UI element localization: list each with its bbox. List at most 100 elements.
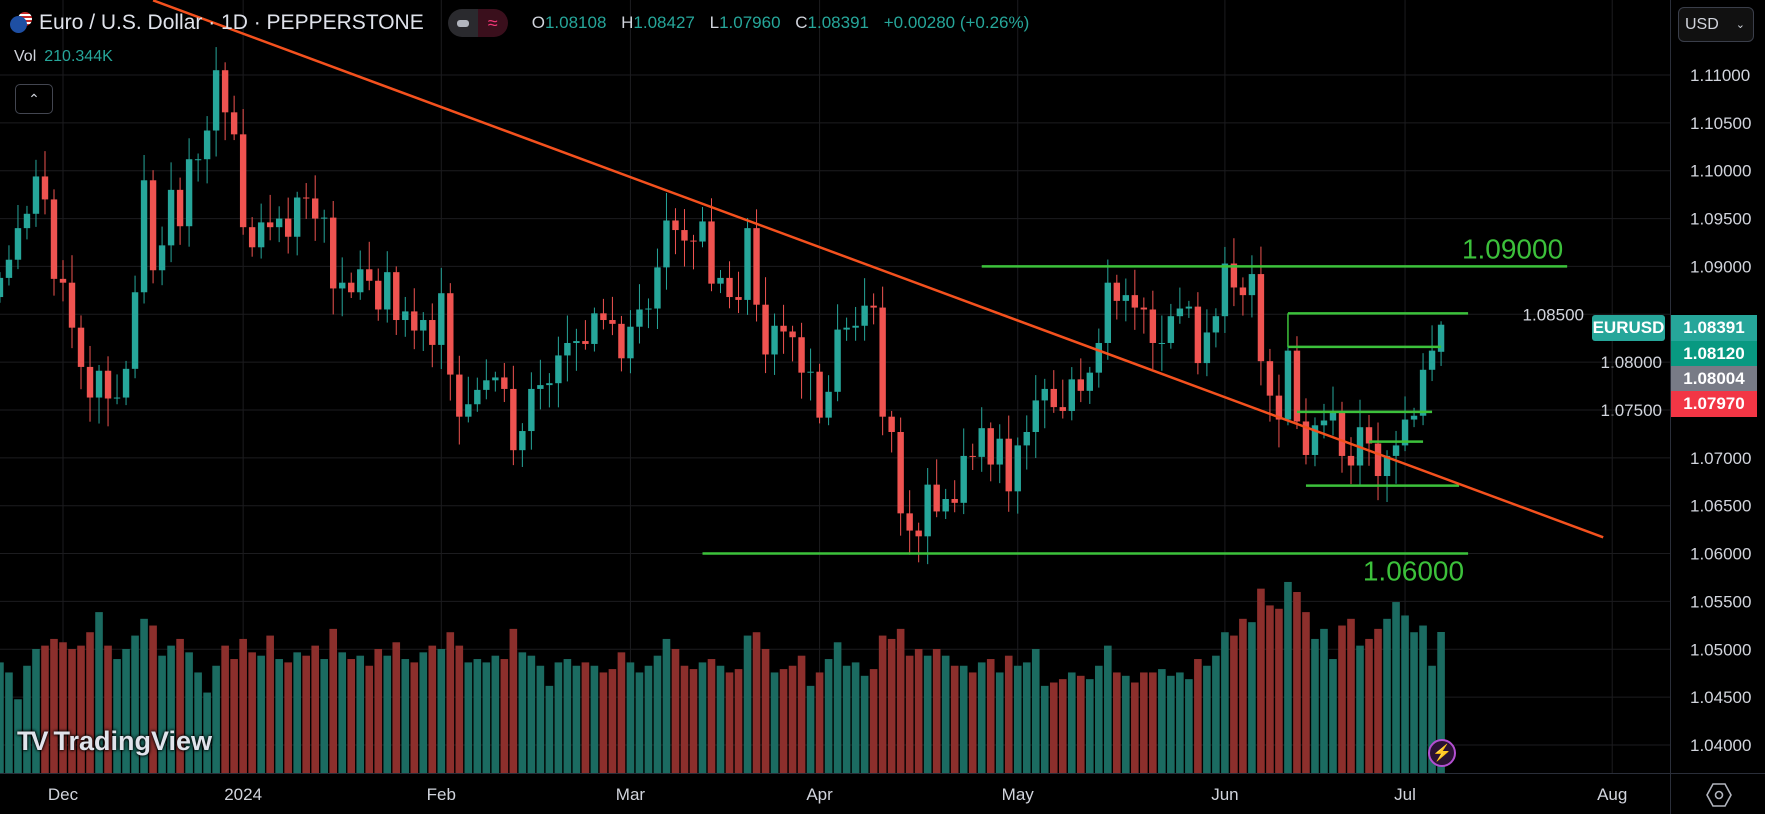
candle-body: [302, 197, 310, 199]
candle-body: [1140, 307, 1148, 310]
volume-bar: [626, 662, 635, 773]
candle-body: [1023, 431, 1030, 446]
tradingview-logo[interactable]: TV TradingView: [17, 726, 212, 757]
chart-settings-icon[interactable]: [1706, 782, 1732, 808]
candle-body: [1401, 419, 1409, 446]
candle-body: [654, 267, 661, 309]
volume-bar: [1167, 675, 1175, 773]
candle-body: [104, 370, 112, 399]
volume-bar: [221, 645, 229, 773]
candle-body: [1194, 306, 1202, 364]
volume-bar: [14, 699, 22, 773]
candle-body: [438, 293, 445, 345]
candle-body: [1338, 411, 1346, 456]
candle-body: [348, 282, 355, 293]
y-tick-label: 1.04000: [1690, 736, 1751, 755]
volume-bar: [464, 662, 473, 773]
candle-body: [149, 180, 157, 271]
candle-body: [1257, 274, 1265, 362]
volume-bar: [860, 675, 869, 773]
volume-bar: [599, 672, 608, 773]
volume-bar: [1076, 675, 1085, 773]
volume-bar: [851, 662, 860, 773]
candle-body: [1221, 263, 1229, 317]
y-tick-label: 1.06000: [1690, 545, 1751, 564]
candle-body: [1167, 316, 1175, 343]
volume-bar: [1194, 659, 1202, 773]
candle-body: [1437, 324, 1445, 352]
candle-body: [789, 331, 796, 338]
candle-body: [726, 277, 733, 298]
candle-body: [411, 311, 418, 331]
volume-bar: [806, 685, 815, 773]
volume-bar: [617, 652, 626, 773]
volume-bar: [734, 669, 743, 773]
symbol-title[interactable]: Euro / U.S. Dollar · 1D · PEPPERSTONE: [39, 11, 424, 34]
currency-dropdown[interactable]: USD ⌄: [1678, 7, 1754, 42]
volume-bar: [1293, 592, 1301, 773]
candle-body: [420, 320, 427, 331]
candle-body: [888, 416, 895, 432]
candle-body: [816, 371, 823, 418]
eur-usd-flag-icon: [10, 12, 32, 34]
level-label: 1.06000: [1363, 556, 1464, 587]
level-label: 1.09000: [1462, 233, 1563, 264]
candle-body: [23, 213, 31, 229]
candle-body: [744, 228, 751, 300]
volume-bar: [1212, 655, 1220, 773]
volume-bar: [122, 648, 130, 773]
volume-bar: [752, 632, 761, 773]
volume-bar: [1230, 635, 1238, 773]
candle-body: [1266, 361, 1274, 396]
volume-bar: [1311, 638, 1319, 773]
candle-body: [1275, 395, 1283, 420]
volume-bar: [1221, 632, 1229, 773]
volume-bar: [1239, 618, 1247, 773]
symbol-tag: EURUSD: [1592, 315, 1665, 341]
candle-body: [86, 366, 94, 398]
volume-bar: [797, 655, 806, 773]
candle-body: [492, 377, 499, 381]
volume-bar: [1140, 672, 1148, 773]
volume-bar: [680, 665, 689, 773]
y-tick-label: 1.08500: [1523, 305, 1584, 324]
volume-bar: [212, 665, 220, 773]
volume-bar: [905, 655, 914, 773]
candle-body: [311, 198, 319, 219]
candle-body: [0, 277, 4, 298]
candle-body: [402, 311, 409, 321]
volume-bar: [23, 665, 31, 773]
candle-body: [212, 70, 220, 131]
candle-body: [384, 272, 391, 310]
volume-bar: [167, 645, 175, 773]
candle-body: [266, 222, 274, 228]
volume-bar: [824, 659, 833, 773]
market-status-pill[interactable]: ≈: [447, 9, 508, 37]
y-tick-label: 1.10500: [1690, 114, 1751, 133]
volume-bar: [743, 635, 752, 773]
candle-body: [1095, 342, 1103, 373]
candle-body: [1320, 420, 1328, 426]
candle-body: [798, 337, 805, 373]
trendline: [152, 0, 1604, 539]
chevron-down-icon: ⌄: [1735, 19, 1745, 31]
volume-bar: [95, 612, 103, 773]
volume-bar: [1248, 622, 1256, 773]
lightning-icon[interactable]: ⚡: [1428, 739, 1456, 767]
volume-bar: [941, 655, 950, 773]
currency-value: USD: [1685, 15, 1719, 33]
volume-bar: [716, 665, 725, 773]
candle-body: [167, 189, 175, 246]
volume-bar: [32, 648, 40, 773]
candle-body: [257, 222, 265, 248]
volume-bar: [509, 628, 518, 773]
candle-body: [1419, 369, 1427, 416]
volume-bar: [140, 618, 148, 773]
volume-bar: [1085, 679, 1094, 773]
candle-body: [1122, 295, 1130, 301]
collapse-legend-button[interactable]: ⌃: [15, 84, 53, 114]
chart-legend: Euro / U.S. Dollar · 1D · PEPPERSTONE ≈ …: [10, 8, 1039, 38]
volume-bar: [257, 655, 265, 773]
candle-body: [609, 320, 616, 324]
